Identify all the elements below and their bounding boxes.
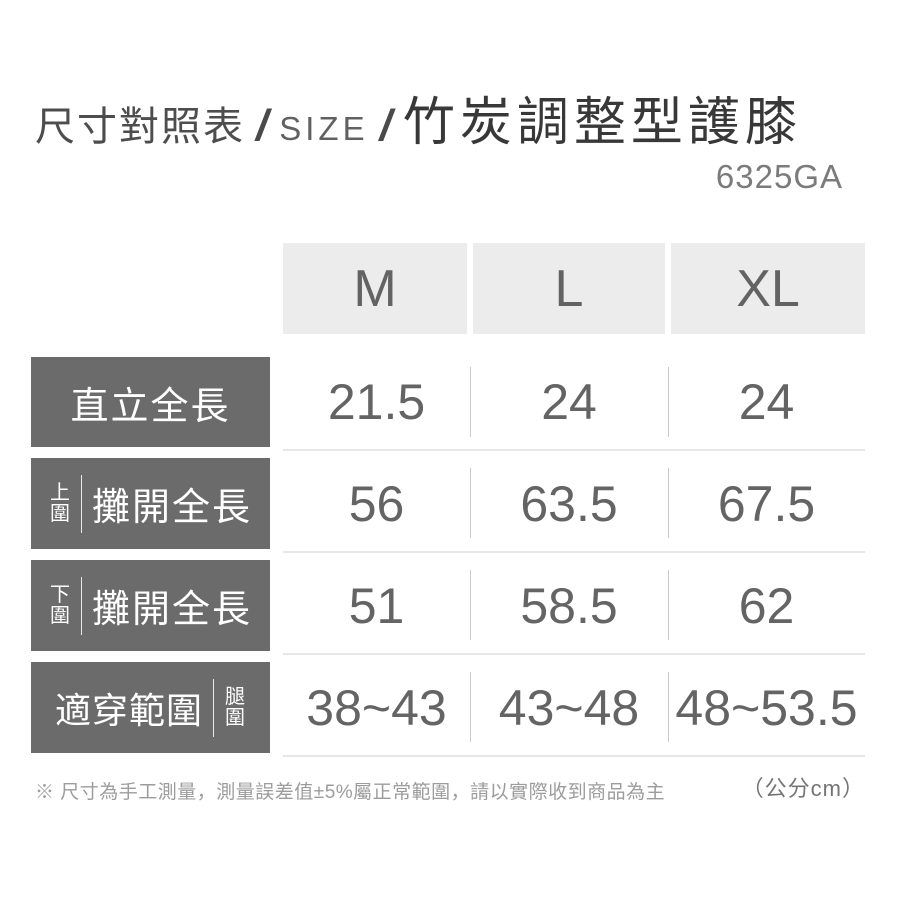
row-label-fit-range: 適穿範圍 腿圍 — [31, 662, 270, 753]
table-row: 21.5 24 24 — [283, 357, 865, 447]
cell-value: 48~53.5 — [675, 679, 858, 736]
label-divider — [213, 678, 214, 737]
unit-label: （公分cm） — [741, 776, 865, 801]
column-header-l: L — [473, 243, 665, 334]
column-divider — [668, 570, 669, 640]
column-divider — [668, 672, 669, 742]
product-name: 竹炭調整型護膝 — [402, 94, 802, 152]
slash-separator: / — [379, 101, 392, 150]
table-row: 51 58.5 62 — [283, 560, 865, 651]
cell-value: 43~48 — [498, 679, 640, 736]
cell-value: 58.5 — [520, 577, 618, 634]
column-divider — [470, 672, 471, 742]
row-divider — [283, 551, 865, 553]
column-divider — [668, 468, 669, 538]
row-label-text: 適穿範圍 — [54, 689, 203, 731]
row-divider — [283, 755, 865, 757]
column-header-xl: XL — [671, 243, 865, 334]
size-table-label: 尺寸對照表 — [35, 105, 245, 149]
cell-value: 62 — [738, 577, 795, 634]
size-word-label: SIZE — [279, 110, 369, 147]
cell-value: 67.5 — [717, 475, 816, 532]
measurement-note: ※ 尺寸為手工測量，測量誤差值±5%屬正常範圍，請以實際收到商品為主 — [35, 782, 666, 803]
row-label-upper-spread-length: 上圍 攤開全長 — [31, 458, 270, 549]
cell-value: 51 — [348, 577, 405, 634]
slash-separator: / — [256, 101, 269, 150]
row-label-lower-spread-length: 下圍 攤開全長 — [31, 560, 270, 651]
column-header-m: M — [283, 243, 467, 334]
column-divider — [470, 468, 471, 538]
row-label-text: 直立全長 — [70, 385, 231, 428]
cell-value: 56 — [348, 475, 405, 532]
model-code: 6325GA — [715, 158, 843, 195]
row-label-text: 攤開全長 — [91, 589, 252, 631]
cell-value: 24 — [738, 374, 795, 430]
column-divider — [470, 570, 471, 640]
row-label-side-text: 腿圍 — [225, 685, 245, 729]
cell-value: 63.5 — [520, 475, 618, 532]
label-divider — [80, 576, 82, 635]
cell-value: 21.5 — [327, 374, 426, 430]
row-label-text: 攤開全長 — [91, 487, 252, 529]
row-label-side-text: 下圍 — [49, 583, 70, 627]
table-row: 38~43 43~48 48~53.5 — [283, 662, 865, 753]
table-row: 56 63.5 67.5 — [283, 458, 865, 549]
column-divider — [668, 367, 669, 437]
page-title: 尺寸對照表 / SIZE / 竹炭調整型護膝 — [35, 94, 802, 152]
cell-value: 38~43 — [306, 679, 447, 736]
row-label-side-text: 上圍 — [49, 481, 70, 525]
row-label-standing-length: 直立全長 — [31, 357, 270, 447]
column-divider — [470, 367, 471, 437]
label-divider — [80, 474, 82, 533]
row-divider — [283, 653, 865, 655]
cell-value: 24 — [541, 374, 597, 430]
row-divider — [283, 449, 865, 451]
